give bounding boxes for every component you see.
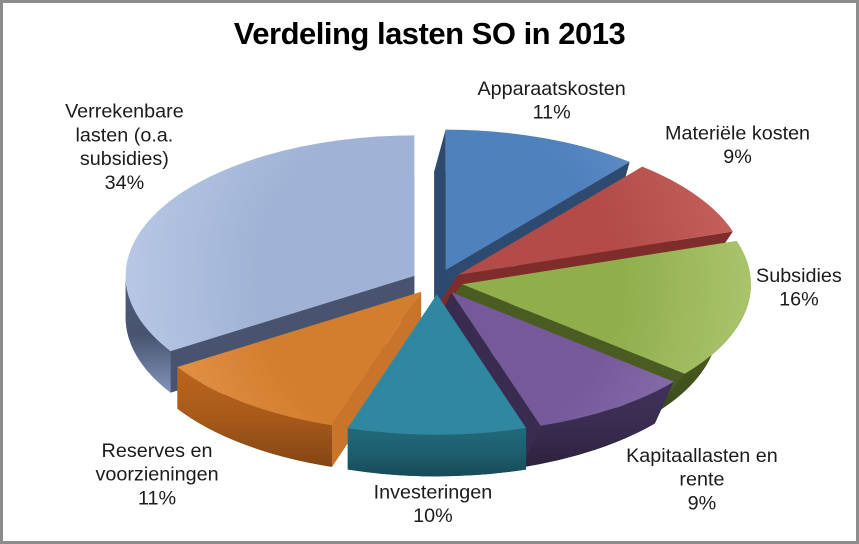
slice-rim-kapitaallasten-en-rente — [521, 381, 674, 468]
slice-label-reserves-en-voorzieningen: Reserves en voorzieningen 11% — [95, 440, 218, 509]
pie-slice-investeringen — [347, 294, 527, 477]
slice-top-reserves-en-voorzieningen — [177, 291, 422, 426]
pie-slice-reserves-en-voorzieningen — [177, 291, 422, 467]
slice-top-kapitaallasten-en-rente — [451, 292, 674, 426]
slice-label-subsidies: Subsidies 16% — [756, 265, 842, 311]
slice-rim-reserves-en-voorzieningen — [177, 367, 332, 467]
slice-rim-verrekenbare-lasten-o-a-subsidies — [125, 275, 171, 393]
chart-title: Verdeling lasten SO in 2013 — [233, 16, 626, 51]
pie-3d-chart: Apparaatskosten 11% Materiële kosten 9% Subs… — [65, 78, 842, 527]
slice-label-materi-le-kosten: Materiële kosten 9% — [665, 122, 810, 168]
slice-top-subsidies — [462, 240, 751, 374]
slice-top-verrekenbare-lasten-o-a-subsidies — [125, 135, 415, 352]
slice-wall-start-apparaatskosten — [434, 129, 446, 312]
slice-top-materi-le-kosten — [458, 166, 733, 275]
slice-top-investeringen — [347, 294, 527, 435]
slice-rim-investeringen — [347, 427, 527, 477]
slice-label-verrekenbare-lasten-o-a-subsidies: Verrekenbare lasten (o.a. subsidies) 34% — [65, 101, 184, 194]
slice-label-apparaatskosten: Apparaatskosten 11% — [477, 78, 625, 124]
slice-top-apparaatskosten — [445, 129, 630, 271]
slice-label-investeringen: Investeringen 10% — [374, 481, 493, 527]
slice-label-kapitaallasten-en-rente: Kapitaallasten en rente 9% — [626, 445, 778, 514]
